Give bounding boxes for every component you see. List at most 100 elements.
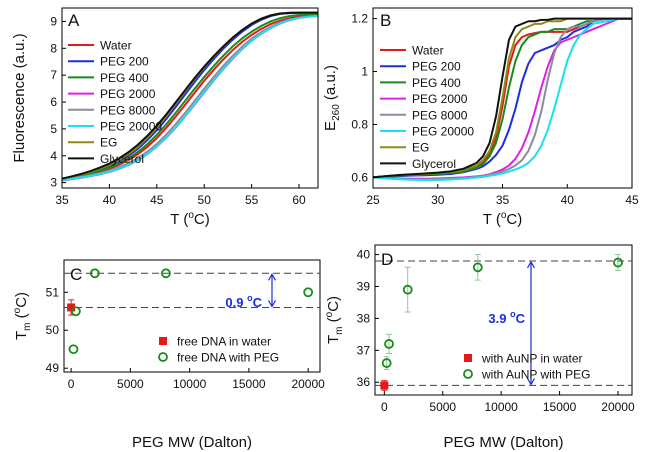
legend-label: with AuNP in water	[481, 352, 583, 366]
data-point-circle	[472, 262, 483, 273]
series-line-glycerol	[62, 11, 318, 180]
y-tick-label: 4	[50, 149, 57, 163]
data-point-circle	[381, 358, 392, 368]
data-point-square	[380, 381, 389, 390]
panel-B: 25 30 35 40 45 0.6 0.8 1 1.2 Water PEG 200 PEG 400 P…	[322, 7, 639, 228]
legend-label: EG	[412, 141, 429, 155]
data-point-circle	[89, 268, 100, 279]
legend-marker	[158, 352, 168, 362]
x-tick-label: 45	[150, 193, 164, 207]
plot-frame	[63, 259, 321, 373]
y-tick-label: 0.8	[351, 117, 368, 131]
legend-label: PEG 20000	[100, 120, 162, 134]
x-axis-title-part: T (	[170, 211, 188, 228]
panel-label: C	[70, 265, 82, 284]
x-axis-title-part: C)	[506, 211, 522, 228]
y-axis-title-part: T	[13, 331, 30, 340]
y-axis-title-part: m	[22, 323, 33, 331]
y-tick-label: 8	[50, 41, 57, 55]
y-tick-label: 1.2	[351, 12, 368, 26]
y-axis-title: Tm (oC)	[324, 296, 345, 344]
x-tick-label: 35	[496, 193, 510, 207]
x-tick-label: 60	[292, 193, 306, 207]
legend-label: PEG 400	[100, 71, 149, 85]
y-tick-label: 9	[50, 14, 57, 28]
y-tick-label: 7	[50, 68, 57, 82]
y-axis-title-part: E	[322, 121, 339, 131]
x-tick-label: 35	[55, 193, 69, 207]
y-tick-label: 5	[50, 122, 57, 136]
y-tick-label: 37	[357, 343, 371, 357]
x-tick-label: 10000	[173, 377, 207, 391]
difference-label-part: o	[510, 309, 516, 319]
y-axis-title-part: m	[334, 327, 345, 335]
legend-label: PEG 2000	[100, 87, 156, 101]
legend-marker	[463, 369, 473, 379]
legend-label: PEG 20000	[412, 125, 474, 139]
legend-label: PEG 2000	[412, 92, 468, 106]
x-axis-title: PEG MW (Dalton)	[443, 434, 563, 451]
y-tick-label: 50	[46, 323, 60, 337]
y-tick-label: 0.6	[351, 170, 368, 184]
series-lines	[373, 17, 632, 182]
y-tick-label: 1	[361, 65, 368, 79]
difference-label-part: 0.9	[225, 295, 247, 310]
x-tick-label: 40	[561, 193, 575, 207]
panel-label: A	[68, 11, 80, 30]
legend-marker	[464, 354, 472, 362]
series-line-glycerol	[373, 17, 632, 179]
legend-marker	[159, 337, 167, 345]
y-tick-label: 3	[50, 176, 57, 190]
x-tick-label: 25	[366, 193, 380, 207]
legend-label: EG	[100, 136, 117, 150]
y-tick-label: 39	[357, 279, 371, 293]
x-axis-title: T (oC)	[483, 210, 522, 228]
series-line-peg-20000	[373, 17, 632, 182]
x-tick-label: 10000	[484, 400, 518, 414]
data-point-circle	[402, 284, 413, 295]
plot-frame	[374, 244, 633, 396]
y-axis-title-part: (a.u.)	[322, 65, 339, 104]
arrow-head-down	[526, 378, 536, 386]
y-axis-title-part: (	[13, 313, 30, 322]
y-axis-title-part: o	[324, 311, 335, 317]
series-line-peg-400	[62, 13, 318, 181]
data-point-circle	[384, 339, 394, 349]
arrow-head-down	[267, 300, 277, 308]
legend-label: Glycerol	[100, 152, 144, 166]
y-axis-title-part: T	[325, 335, 342, 344]
x-tick-label: 40	[103, 193, 117, 207]
difference-label-part: C	[516, 311, 526, 326]
x-tick-label: 0	[68, 377, 75, 391]
x-tick-label: 50	[198, 193, 212, 207]
y-tick-label: 6	[50, 95, 57, 109]
legend-label: PEG 200	[100, 55, 149, 69]
difference-label-part: 3.9	[488, 311, 510, 326]
y-tick-label: 38	[357, 311, 371, 325]
y-axis-title: Fluorescence (a.u.)	[11, 33, 28, 162]
x-tick-label: 30	[431, 193, 445, 207]
legend-label: PEG 400	[412, 76, 461, 90]
y-axis-title: E260 (a.u.)	[322, 65, 342, 131]
difference-label-part: o	[247, 293, 253, 303]
plot-frame	[61, 7, 319, 189]
x-axis-title: PEG MW (Dalton)	[132, 434, 252, 451]
difference-label: 3.9 oC	[488, 309, 525, 326]
x-tick-label: 15000	[543, 400, 577, 414]
panel-label: B	[380, 11, 391, 30]
x-tick-label: 15000	[232, 377, 266, 391]
x-axis-title-part: C)	[194, 211, 210, 228]
legend-label: Water	[100, 39, 132, 53]
x-tick-label: 5000	[429, 400, 456, 414]
data-point-square	[67, 303, 76, 312]
y-axis-title-part: o	[12, 307, 23, 313]
y-tick-label: 36	[357, 375, 371, 389]
arrow-head-up	[526, 260, 536, 269]
x-axis-title: T (oC)	[170, 210, 209, 228]
x-tick-label: 55	[245, 193, 259, 207]
panel-label: D	[381, 250, 393, 269]
x-axis-title-part: o	[188, 210, 194, 221]
